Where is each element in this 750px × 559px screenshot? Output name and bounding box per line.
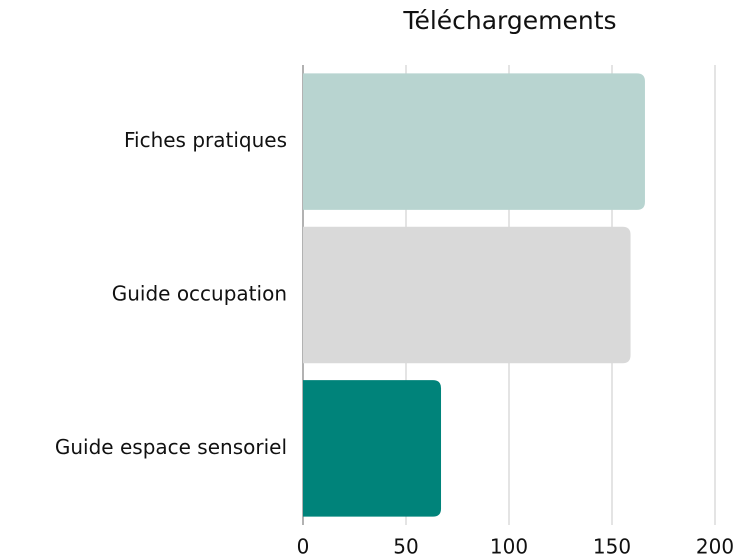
x-tick-label: 50	[393, 535, 418, 559]
x-tick-label: 200	[696, 535, 734, 559]
bar	[303, 73, 645, 210]
x-tick-label: 150	[593, 535, 631, 559]
y-tick-label: Fiches pratiques	[124, 128, 287, 152]
bar	[303, 226, 631, 364]
x-tick-label: 0	[297, 535, 310, 559]
x-tick-label: 100	[490, 535, 528, 559]
bar	[303, 380, 442, 517]
chart-title: Téléchargements	[402, 6, 616, 35]
y-tick-label: Guide espace sensoriel	[55, 435, 287, 459]
y-tick-label: Guide occupation	[112, 282, 287, 306]
